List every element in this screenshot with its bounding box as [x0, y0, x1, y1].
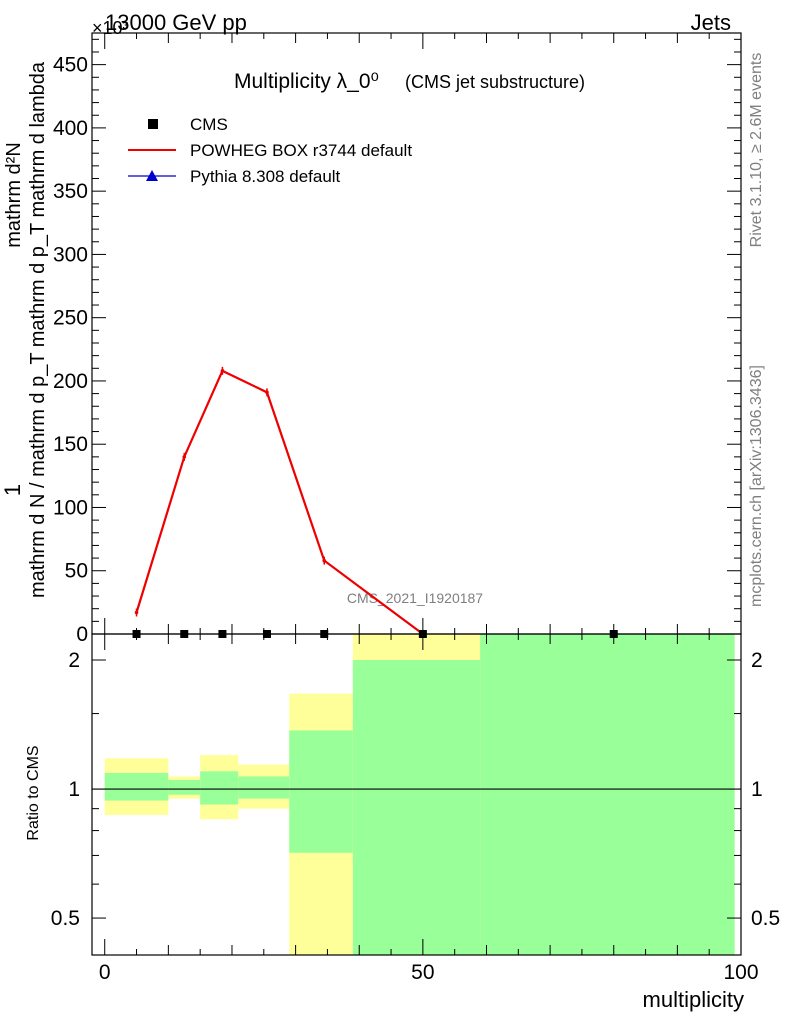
ratio-y-tick-label-right: 0.5 [751, 907, 780, 930]
axes: 0 50 100 150 200 250 300 350 400 450 0 50 100 0.5 0.5 1… [51, 32, 780, 984]
x-tick-label: 0 [99, 961, 111, 984]
ratio-band-green [352, 660, 481, 955]
ratio-y-tick-label: 2 [68, 649, 80, 672]
main-panel [132, 366, 618, 638]
powheg-point [182, 455, 187, 459]
powheg-point [322, 558, 327, 563]
ratio-ylabel: Ratio to CMS [25, 745, 42, 840]
main-y-tick-label: 200 [53, 370, 88, 393]
main-subtitle: (CMS jet substructure) [405, 72, 585, 92]
main-title: Multiplicity λ_0⁰ [234, 70, 379, 93]
ratio-y-tick-label: 0.5 [51, 907, 80, 930]
header-left: 13000 GeV pp [105, 10, 247, 35]
ratio-band-green [289, 730, 353, 853]
xlabel: multiplicity [643, 987, 744, 1012]
ratio-band-green [200, 771, 239, 805]
x-tick-label: 50 [411, 961, 434, 984]
ratio-frame [91, 633, 742, 956]
main-y-tick-label: 250 [53, 307, 88, 330]
main-y-tick-label: 100 [53, 496, 88, 519]
ylabel-main: mathrm d N / mathrm d p_T mathrm d p_T m… [27, 61, 49, 598]
header-right: Jets [691, 10, 731, 35]
ylabel-top: mathrm d²N [3, 142, 25, 248]
main-y-tick-label: 150 [53, 433, 88, 456]
ratio-band-green [480, 634, 735, 955]
ratio-band-green [168, 779, 201, 795]
main-y-tick-label: 400 [53, 117, 88, 140]
ylabel-numerator: 1 [0, 484, 25, 496]
legend-powheg-label: POWHEG BOX r3744 default [190, 141, 412, 160]
ratio-panel [92, 634, 741, 955]
powheg-point [134, 610, 139, 615]
y-exponent: ×10³ [92, 18, 129, 38]
powheg-point [220, 369, 225, 373]
side-rivet: Rivet 3.1.10, ≥ 2.6M events [748, 53, 765, 248]
legend: CMS POWHEG BOX r3744 default Pythia 8.30… [128, 115, 412, 186]
ratio-y-tick-label: 1 [68, 778, 80, 801]
legend-pythia-label: Pythia 8.308 default [190, 167, 341, 186]
side-mcplots: mcplots.cern.ch [arXiv:1306.3436] [748, 365, 765, 607]
main-y-tick-label: 350 [53, 180, 88, 203]
main-y-tick-label: 0 [76, 623, 88, 646]
ratio-y-tick-label-right: 1 [751, 778, 763, 801]
ratio-band-green [238, 776, 290, 799]
powheg-point [265, 390, 269, 395]
main-y-tick-label: 450 [53, 54, 88, 77]
powheg-line [135, 369, 424, 635]
ratio-band-green [104, 772, 169, 801]
legend-pythia-marker [146, 170, 158, 181]
x-tick-label: 100 [723, 961, 758, 984]
legend-cms-label: CMS [190, 115, 228, 134]
main-y-tick-label: 50 [65, 560, 88, 583]
legend-cms-marker [148, 119, 158, 129]
ratio-y-tick-label-right: 2 [751, 649, 763, 672]
main-y-tick-label: 300 [53, 243, 88, 266]
